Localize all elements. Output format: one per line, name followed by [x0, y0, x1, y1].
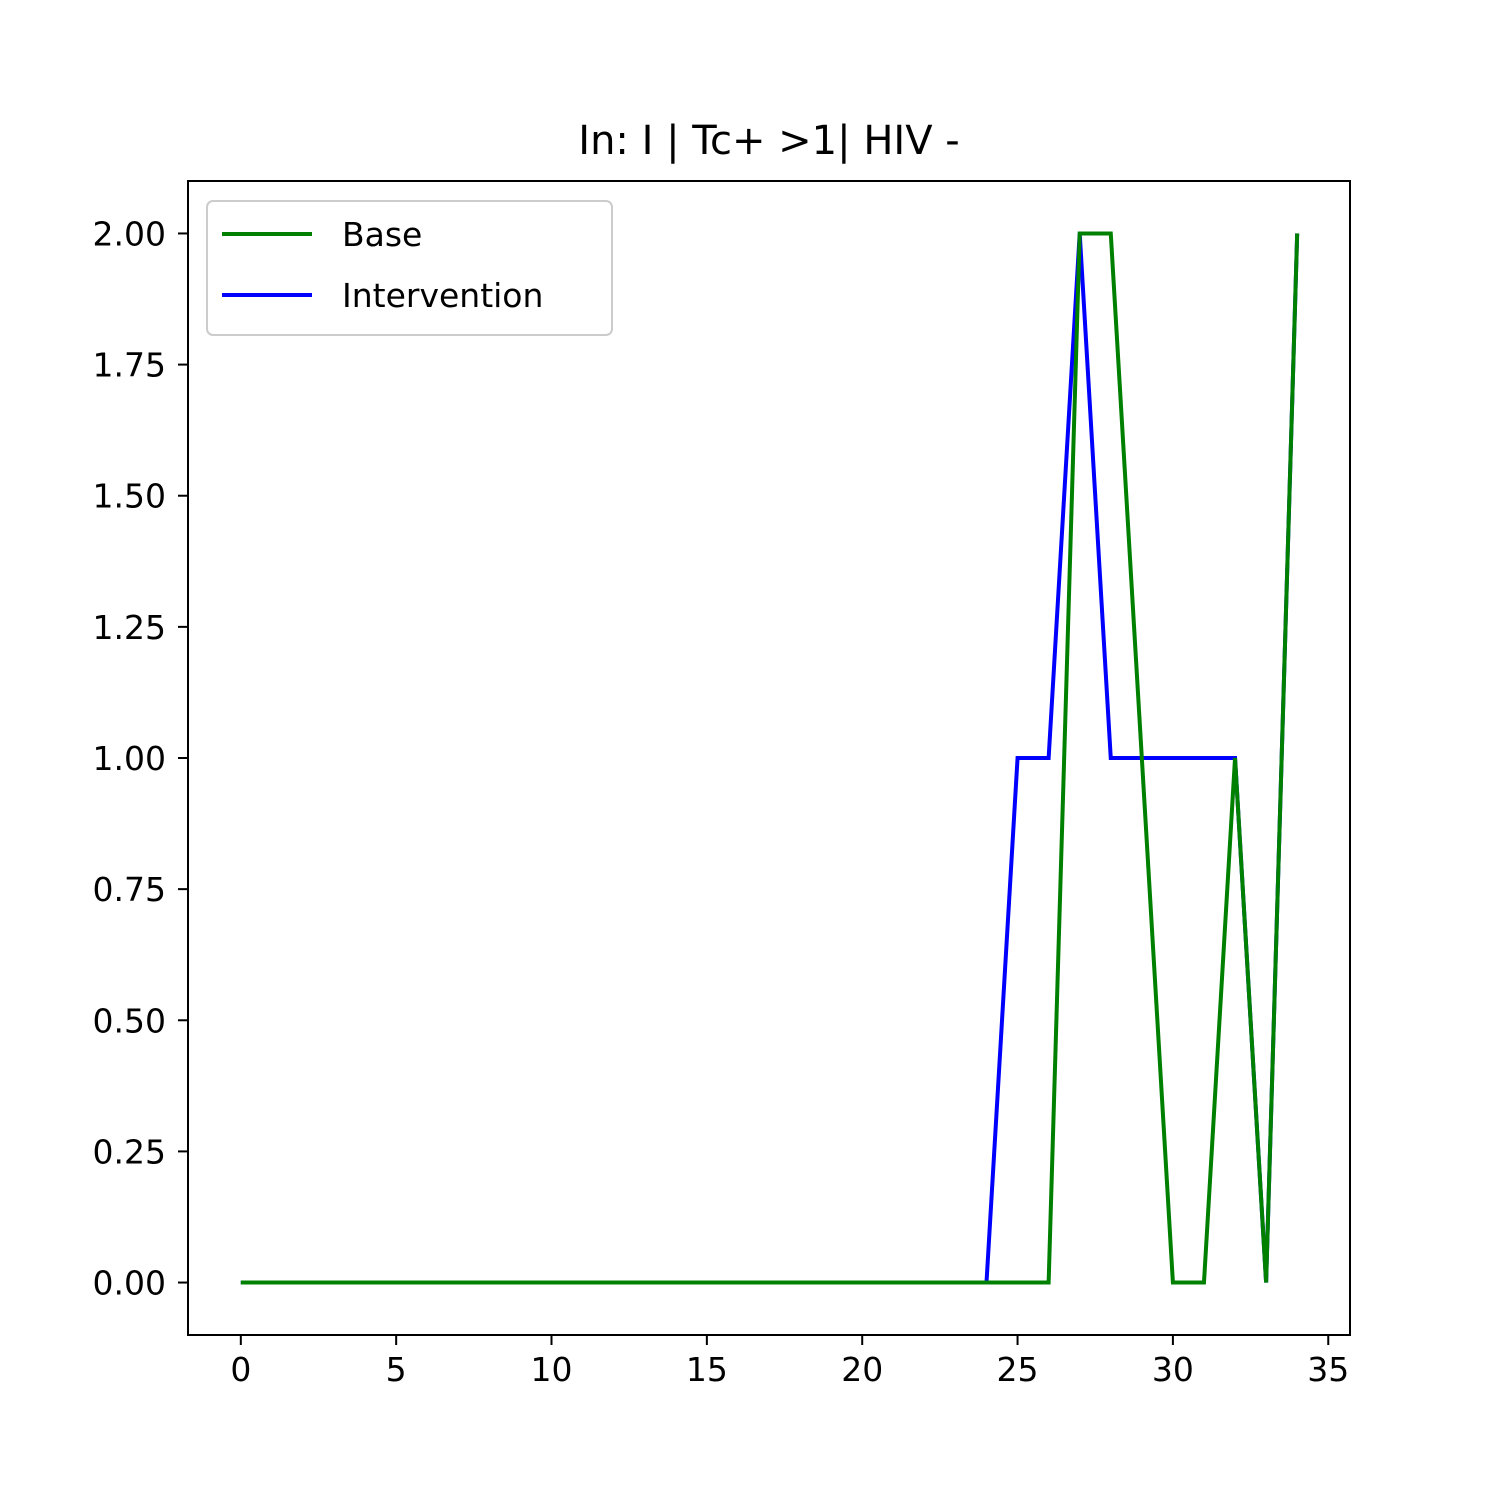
x-axis: 0 5 10 15 20 25 30 35 [230, 1335, 1349, 1389]
series-line-base [240, 231, 1300, 1285]
x-tick-label: 30 [1152, 1350, 1194, 1389]
y-tick-label: 0.00 [93, 1264, 166, 1303]
y-tick-label: 0.75 [93, 870, 166, 909]
x-tick-label: 15 [686, 1350, 728, 1389]
y-tick-label: 2.00 [93, 214, 166, 253]
x-tick-label: 10 [531, 1350, 573, 1389]
y-tick-label: 1.50 [93, 477, 166, 516]
x-tick-label: 20 [841, 1350, 883, 1389]
plot-area [240, 231, 1300, 1285]
axes-frame [187, 180, 1351, 1336]
y-tick-label: 1.75 [93, 346, 166, 385]
x-tick-label: 5 [386, 1350, 407, 1389]
y-tick-label: 1.00 [93, 739, 166, 778]
legend: Base Intervention [206, 200, 613, 336]
chart-title: In: I | Tc+ >1| HIV - [578, 118, 959, 164]
y-tick-label: 0.25 [93, 1132, 166, 1171]
y-axis: 0.00 0.25 0.50 0.75 1.00 1.25 1.50 1.75 2.00 [93, 214, 188, 1303]
y-tick-label: 0.50 [93, 1001, 166, 1040]
legend-label: Intervention [342, 276, 543, 315]
x-tick-label: 0 [230, 1350, 251, 1389]
x-tick-label: 25 [997, 1350, 1039, 1389]
legend-label: Base [342, 215, 422, 254]
x-tick-label: 35 [1307, 1350, 1349, 1389]
y-tick-label: 1.25 [93, 608, 166, 647]
